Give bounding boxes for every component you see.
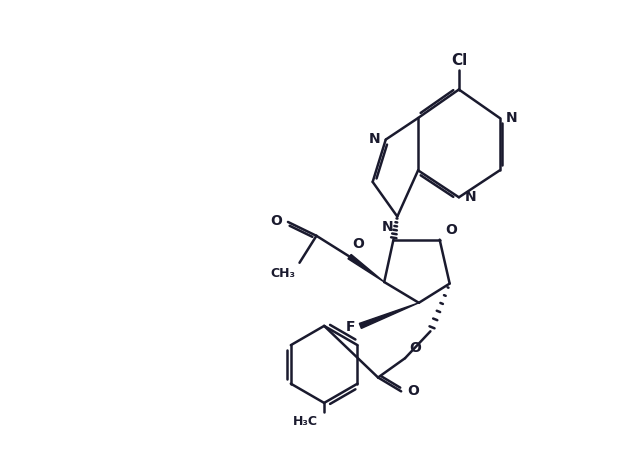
- Text: N: N: [382, 220, 394, 235]
- Text: O: O: [352, 237, 364, 251]
- Text: CH₃: CH₃: [271, 266, 296, 280]
- Text: O: O: [445, 223, 457, 236]
- Text: H₃C: H₃C: [293, 415, 318, 428]
- Text: Cl: Cl: [451, 53, 467, 68]
- Text: N: N: [465, 190, 477, 204]
- Text: N: N: [506, 111, 518, 125]
- Polygon shape: [359, 303, 419, 329]
- Text: O: O: [409, 341, 420, 355]
- Text: O: O: [271, 214, 283, 228]
- Text: O: O: [407, 384, 419, 399]
- Text: N: N: [369, 132, 380, 146]
- Polygon shape: [348, 254, 384, 282]
- Text: F: F: [346, 320, 355, 334]
